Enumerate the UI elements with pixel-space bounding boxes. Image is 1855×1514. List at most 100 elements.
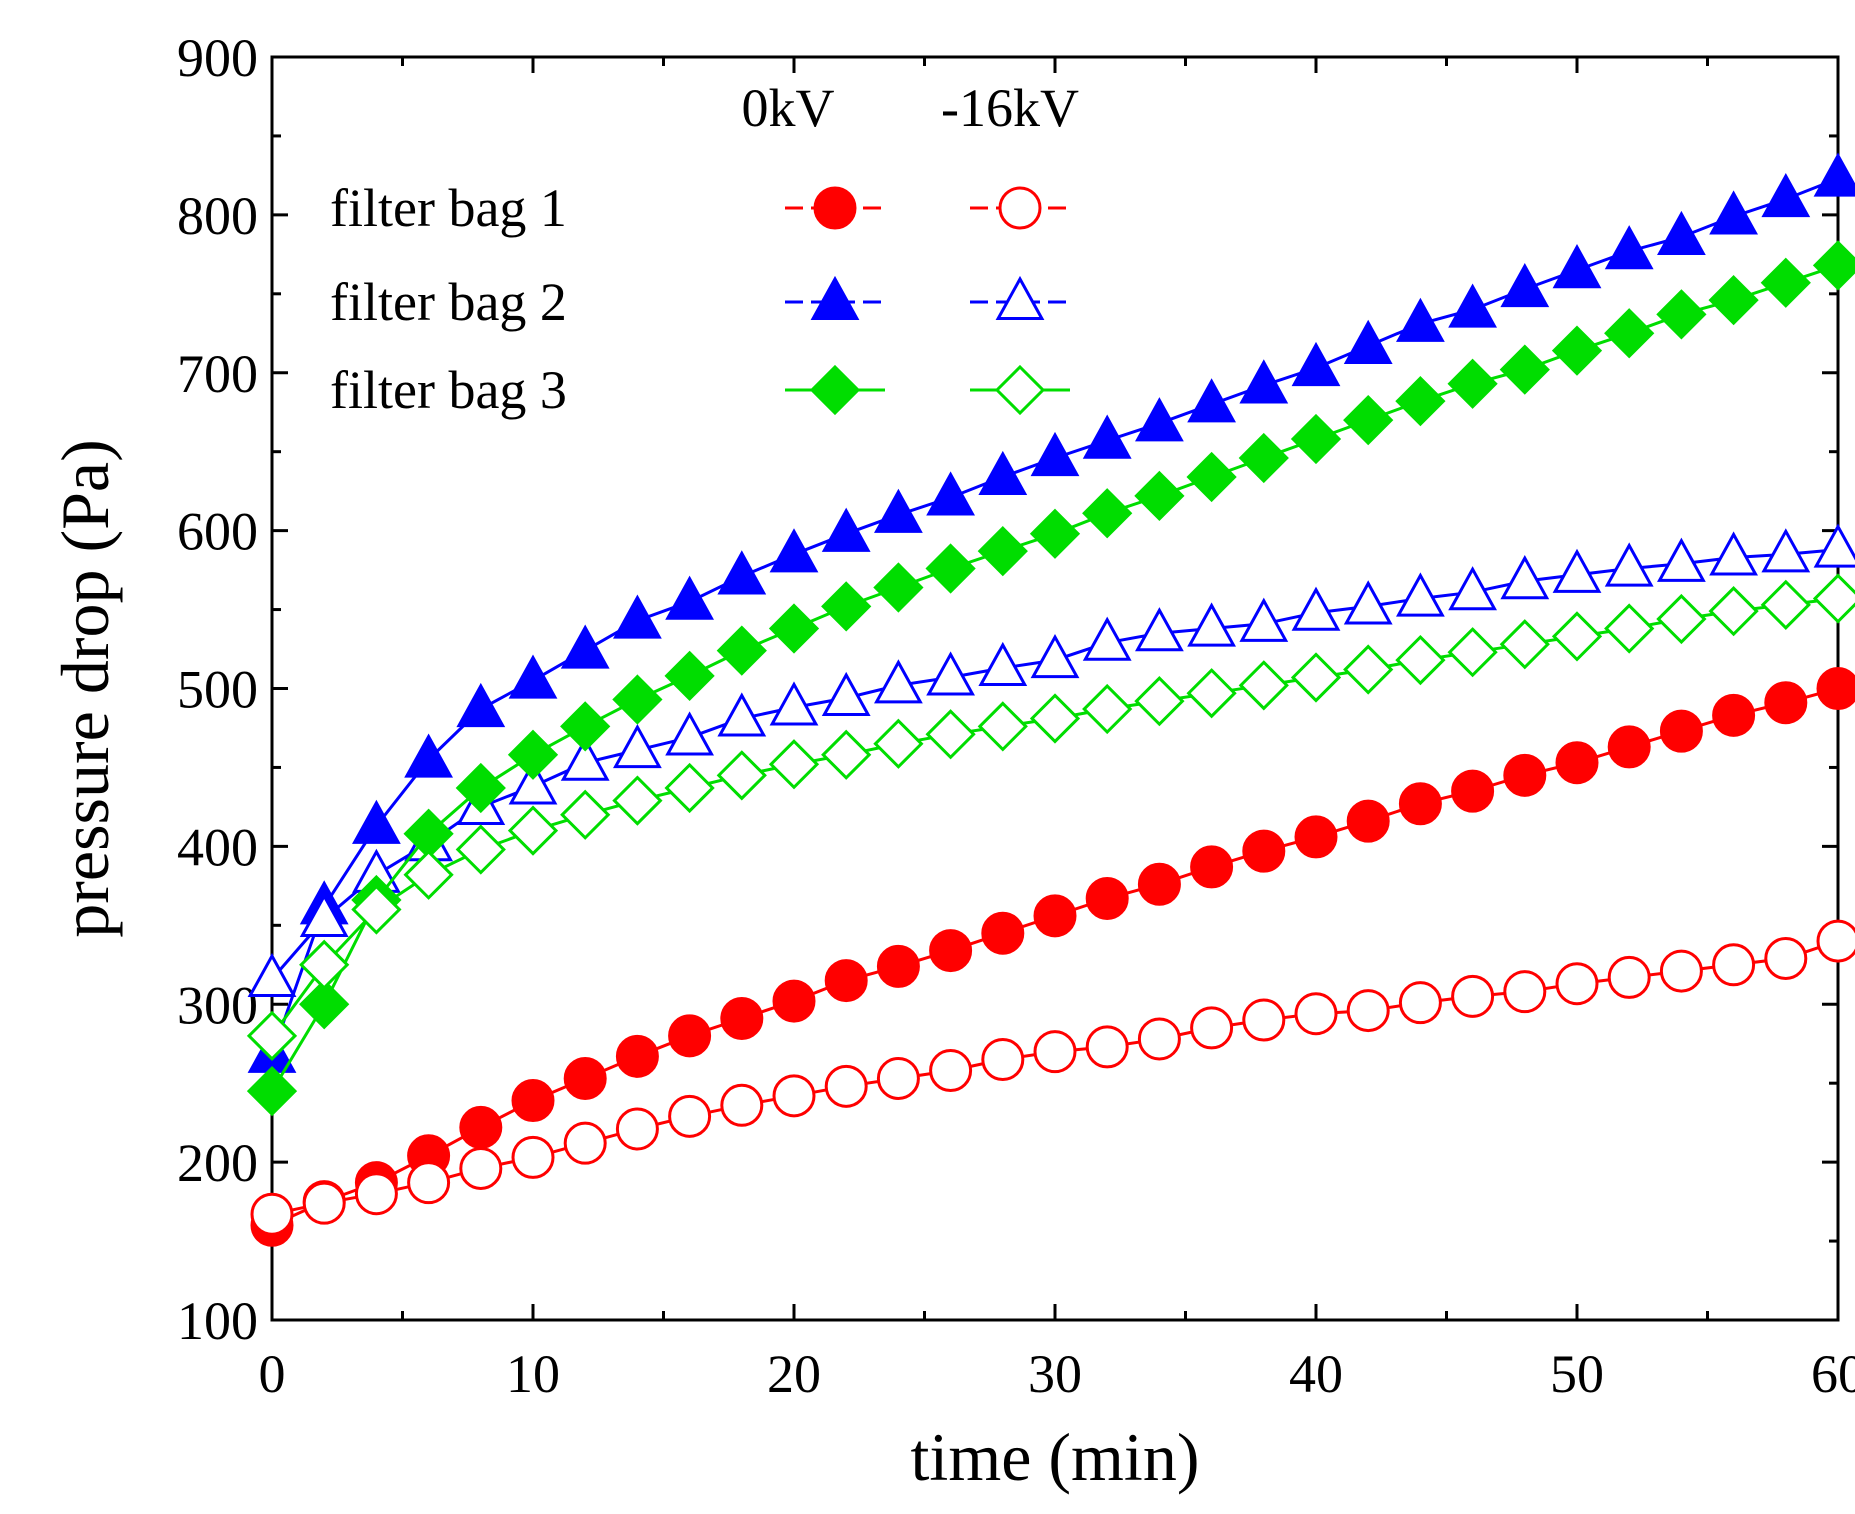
data-point <box>1604 542 1654 587</box>
data-point <box>1343 319 1393 364</box>
data-point <box>717 692 767 737</box>
data-point <box>1812 240 1855 291</box>
data-point <box>507 805 559 856</box>
data-point <box>1499 344 1550 395</box>
data-point <box>1396 297 1445 342</box>
legend: 0kV -16kV filter bag 1 filter bag 2 filt… <box>330 78 1079 420</box>
data-point <box>720 1083 764 1127</box>
data-point <box>1551 611 1603 662</box>
data-point <box>1186 668 1237 719</box>
data-point <box>665 575 714 620</box>
data-point <box>1346 989 1390 1033</box>
data-point <box>1082 488 1133 539</box>
data-point <box>925 543 976 594</box>
legend-header-minus16kV: -16kV <box>941 78 1079 138</box>
data-point <box>981 911 1025 955</box>
data-point <box>560 789 611 840</box>
data-point <box>873 718 924 769</box>
data-point <box>1657 537 1706 582</box>
data-point <box>824 1064 868 1108</box>
data-point <box>1659 949 1703 993</box>
data-point <box>1239 359 1289 404</box>
data-point <box>1343 644 1394 695</box>
series-filter-bag-3-0kV <box>246 240 1855 1117</box>
data-point <box>1760 579 1811 630</box>
data-point <box>403 849 454 900</box>
legend-symbol <box>785 275 885 321</box>
data-point <box>299 979 350 1030</box>
legend-marker <box>810 275 860 321</box>
legend-symbol <box>785 364 885 416</box>
data-point <box>1712 693 1756 737</box>
data-point <box>1709 190 1758 235</box>
legend-symbol <box>970 186 1070 230</box>
legend-marker <box>809 364 861 416</box>
data-point <box>769 681 819 726</box>
x-tick-label: 30 <box>1028 1344 1082 1404</box>
legend-label-filter-bag-3: filter bag 3 <box>330 360 567 420</box>
y-tick-label: 400 <box>177 817 258 877</box>
data-point <box>772 1074 816 1118</box>
data-point <box>977 526 1028 577</box>
data-point <box>1604 603 1655 654</box>
data-point <box>459 1105 503 1149</box>
y-axis-label: pressure drop (Pa) <box>47 439 123 938</box>
data-point <box>354 1172 398 1216</box>
x-axis-label: time (min) <box>911 1419 1200 1495</box>
data-point <box>1187 378 1236 423</box>
data-point <box>563 1056 607 1100</box>
data-point <box>1137 862 1181 906</box>
data-point <box>351 884 402 935</box>
data-point <box>1764 681 1808 725</box>
data-point <box>560 624 610 669</box>
data-point <box>299 939 350 990</box>
data-point <box>1659 709 1703 753</box>
legend-marker <box>994 364 1046 416</box>
data-point <box>977 701 1028 752</box>
data-point <box>1290 413 1342 465</box>
data-point <box>1290 652 1342 703</box>
data-point <box>455 824 506 875</box>
legend-marker <box>813 186 857 230</box>
data-point <box>1555 962 1599 1006</box>
x-tick-label: 0 <box>259 1344 286 1404</box>
data-point <box>1137 1017 1181 1061</box>
legend-marker <box>995 275 1045 321</box>
data-point <box>929 1049 973 1093</box>
data-point <box>1135 607 1184 652</box>
legend-symbol <box>970 275 1070 321</box>
data-point <box>1500 262 1550 308</box>
data-point <box>459 1146 503 1190</box>
data-point <box>874 488 923 533</box>
data-point <box>1503 753 1547 797</box>
data-point <box>352 799 401 844</box>
data-point <box>716 750 767 801</box>
data-point <box>1343 580 1393 625</box>
data-point <box>772 979 816 1023</box>
plot-frame <box>270 55 1840 1322</box>
data-point <box>1816 919 1855 963</box>
data-point <box>1451 769 1495 813</box>
data-point <box>1343 394 1394 446</box>
data-point <box>455 762 506 814</box>
x-tick-label: 10 <box>506 1344 560 1404</box>
series-line <box>271 687 1839 1227</box>
data-point <box>1186 451 1237 503</box>
data-point <box>1813 152 1855 197</box>
data-point <box>613 594 662 639</box>
legend-marker <box>998 186 1042 230</box>
data-point <box>1242 998 1286 1042</box>
data-point <box>716 625 767 676</box>
y-axis: 100 200 300 400 500 600 700 800 900 <box>177 28 1838 1351</box>
data-point <box>563 1121 607 1165</box>
data-point <box>1082 683 1133 735</box>
data-point <box>978 450 1028 496</box>
data-point <box>613 723 662 769</box>
data-point <box>664 762 715 814</box>
data-point <box>824 959 868 1003</box>
data-point <box>615 1034 659 1078</box>
data-point <box>1242 829 1286 873</box>
data-point <box>1190 1006 1234 1050</box>
data-point <box>1239 597 1289 642</box>
data-point <box>876 944 920 988</box>
